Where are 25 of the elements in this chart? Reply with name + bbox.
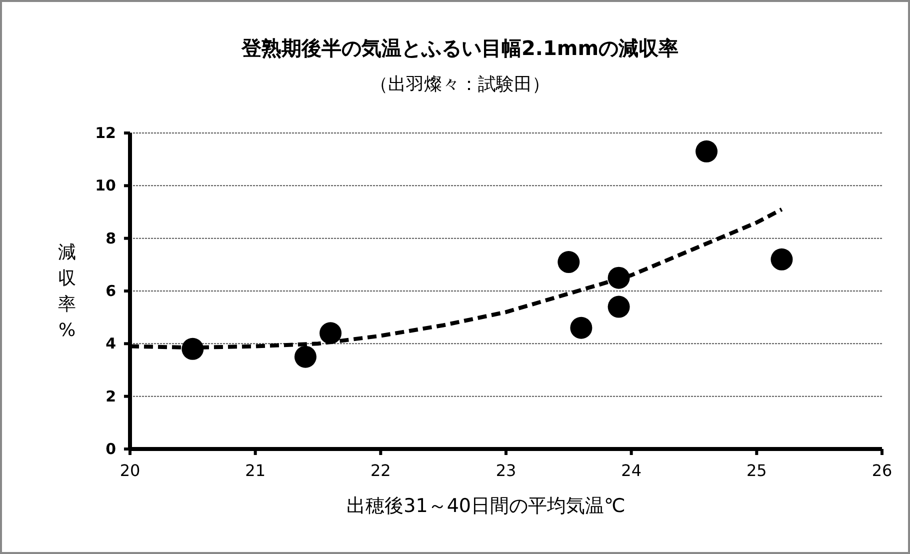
point	[558, 251, 580, 274]
point	[320, 322, 342, 344]
point	[608, 296, 630, 318]
chart-title: 登熟期後半の気温とふるい目幅2.1mmの減収率	[240, 36, 679, 60]
x-tick-label: 22	[370, 461, 391, 480]
x-tick-label: 21	[245, 461, 266, 480]
y-tick-label: 10	[95, 176, 116, 195]
y-tick-label: 8	[106, 229, 116, 248]
y-tick-label: 2	[106, 387, 116, 406]
y-tick-label: 0	[106, 440, 116, 458]
chart-subtitle: （出羽燦々：試験田）	[370, 74, 550, 95]
x-tick-label: 20	[120, 461, 140, 480]
y-axis-title: 減収率%	[58, 242, 76, 341]
point	[770, 248, 793, 270]
point	[570, 316, 592, 339]
point	[696, 140, 718, 162]
x-tick-label: 25	[746, 461, 767, 480]
y-tick-label: 6	[106, 282, 116, 300]
x-tick-label: 23	[496, 461, 516, 480]
y-tick-label: 12	[95, 124, 116, 142]
x-tick-label: 24	[621, 461, 642, 480]
x-axis-title: 出穂後31～40日間の平均気温℃	[346, 495, 626, 517]
y-tick-label: 4	[106, 334, 116, 353]
x-tick-label: 26	[872, 461, 892, 480]
point	[294, 346, 316, 368]
